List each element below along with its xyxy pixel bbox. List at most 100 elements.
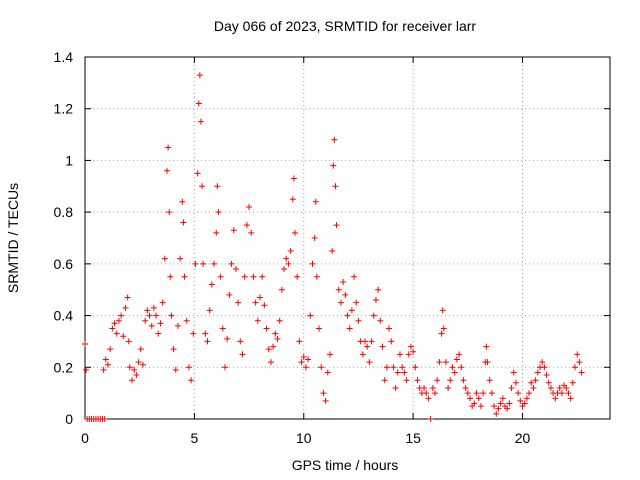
data-point [180, 219, 187, 226]
data-point [475, 395, 482, 402]
y-tick-label: 0.4 [54, 308, 74, 324]
data-point [82, 341, 88, 348]
data-point [453, 356, 460, 363]
y-tick-label: 0.2 [54, 359, 74, 375]
data-point [370, 312, 377, 319]
data-point [439, 307, 446, 314]
data-point [316, 325, 323, 332]
data-point [183, 317, 190, 324]
data-point [353, 299, 360, 306]
data-point [506, 400, 513, 407]
data-point [235, 299, 242, 306]
data-point [337, 299, 344, 306]
data-point [403, 377, 410, 384]
data-point [305, 356, 312, 363]
data-point [153, 312, 160, 319]
data-point [330, 162, 337, 169]
data-point [161, 255, 168, 262]
data-point [246, 203, 253, 210]
data-point [102, 356, 109, 363]
data-point [355, 317, 362, 324]
data-point [167, 273, 174, 280]
data-point [290, 175, 297, 182]
data-point [155, 330, 162, 337]
data-point [569, 379, 576, 386]
data-point [139, 361, 146, 368]
data-point [307, 312, 314, 319]
data-point [429, 384, 436, 391]
data-point [567, 395, 574, 402]
data-point [510, 369, 517, 376]
data-point [214, 183, 221, 190]
data-point [239, 351, 246, 358]
x-tick-label: 0 [81, 430, 89, 446]
data-point [368, 338, 375, 345]
data-point [528, 379, 535, 386]
data-point [118, 312, 125, 319]
data-point [335, 286, 342, 293]
data-point [144, 307, 151, 314]
data-point [499, 395, 506, 402]
data-point [265, 346, 272, 353]
data-point [508, 384, 515, 391]
data-point [351, 273, 358, 280]
data-point [364, 343, 371, 350]
data-point [222, 364, 228, 371]
data-point [177, 255, 184, 262]
data-point [407, 343, 414, 350]
data-point [172, 366, 179, 373]
data-point [399, 364, 406, 371]
data-point [292, 229, 298, 236]
data-point [122, 304, 129, 311]
data-point [488, 390, 495, 397]
data-point [215, 209, 222, 216]
data-point [375, 286, 382, 293]
data-point [473, 390, 480, 397]
data-point [332, 183, 339, 190]
data-point [483, 343, 490, 350]
data-point [366, 359, 373, 366]
data-point [309, 260, 316, 267]
data-point [552, 395, 559, 402]
data-point [436, 359, 443, 366]
gridlines [85, 57, 610, 419]
data-point [449, 364, 456, 371]
data-point [460, 377, 467, 384]
data-point [504, 405, 511, 412]
data-point [192, 260, 199, 267]
data-point [434, 377, 441, 384]
x-tick-label: 10 [296, 430, 312, 446]
data-point [289, 196, 296, 203]
data-point [101, 416, 108, 422]
data-point [517, 397, 524, 404]
data-point [495, 405, 502, 412]
data-point [445, 384, 452, 391]
data-point [296, 338, 303, 345]
data-point [148, 322, 155, 329]
data-point [300, 353, 307, 360]
x-axis-label: GPS time / hours [292, 457, 399, 473]
data-point [224, 335, 231, 342]
data-point [124, 294, 131, 301]
data-point [204, 338, 211, 345]
data-point [427, 416, 434, 422]
data-point [327, 351, 333, 358]
data-point [159, 299, 166, 306]
data-point [190, 330, 197, 337]
data-point [576, 359, 583, 366]
data-point [131, 366, 138, 373]
y-tick-label: 1.4 [54, 49, 74, 65]
data-point [574, 351, 581, 358]
data-point [432, 390, 438, 397]
data-point [515, 390, 522, 397]
data-point [467, 395, 473, 402]
data-point [425, 395, 432, 402]
data-point [379, 343, 386, 350]
data-point [362, 338, 368, 345]
data-point [324, 369, 331, 376]
data-point [477, 403, 484, 410]
data-point [383, 364, 390, 371]
data-point [521, 400, 528, 407]
